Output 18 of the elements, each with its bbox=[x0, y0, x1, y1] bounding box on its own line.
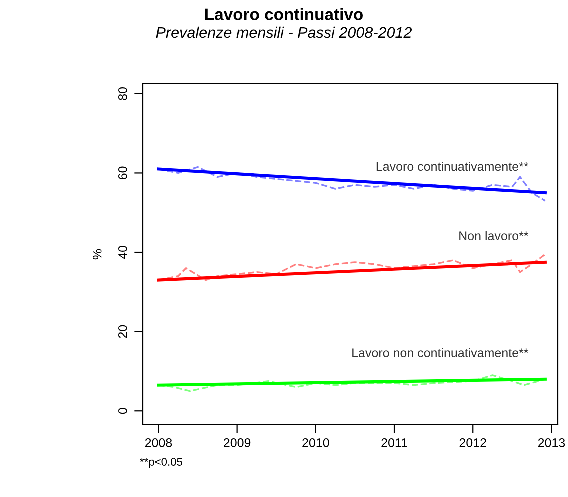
text: **p<0.05 bbox=[140, 458, 182, 468]
series-label: Lavoro non continuativamente** bbox=[352, 348, 529, 358]
y-tick-label: 60 bbox=[118, 166, 128, 180]
y-tick-label: 0 bbox=[118, 408, 128, 414]
series-label: Lavoro continuativamente** bbox=[376, 162, 529, 172]
x-tick-label: 2011 bbox=[382, 438, 408, 448]
y-axis-title: % bbox=[92, 249, 102, 260]
x-tick-label: 2013 bbox=[538, 438, 566, 448]
y-tick-label: 40 bbox=[118, 246, 128, 260]
y-tick-label: 80 bbox=[118, 87, 128, 100]
series-label: Non lavoro** bbox=[460, 231, 529, 241]
chart-title: Lavoro continuativo bbox=[205, 8, 363, 20]
y-tick-label: 20 bbox=[118, 325, 128, 338]
x-tick-label: 2012 bbox=[460, 438, 486, 448]
x-tick-label: 2009 bbox=[224, 438, 251, 448]
chart-subtitle: Prevalenze mensili - Passi 2008-2012 bbox=[156, 26, 412, 38]
x-tick-label: 2008 bbox=[145, 438, 172, 448]
x-tick-label: 2010 bbox=[302, 438, 330, 448]
